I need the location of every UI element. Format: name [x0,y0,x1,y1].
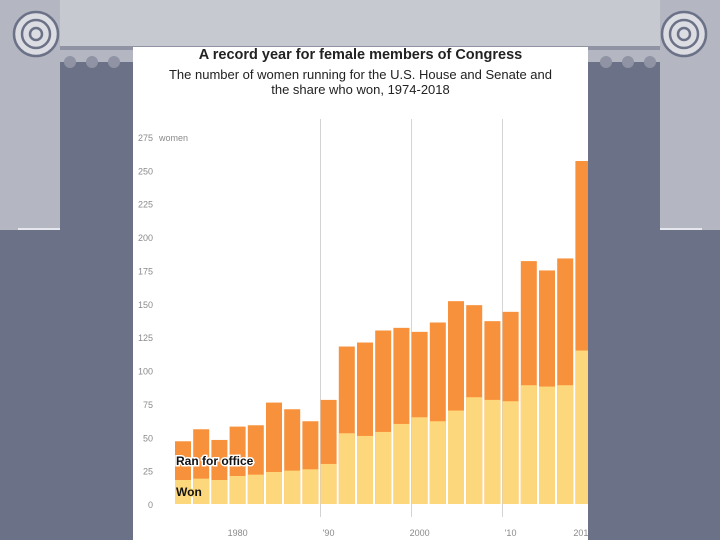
chart-subtitle: The number of women running for the U.S.… [143,67,578,97]
y-tick-label: 275 [138,133,153,143]
bar-won [448,410,464,504]
bar-won [284,470,301,504]
ionic-column-scroll-icon [660,10,708,58]
chart-title: A record year for female members of Cong… [198,47,523,63]
bar-won [193,478,210,504]
chart-subtitle-line: the share who won, 1974-2018 [271,82,450,97]
y-tick-label: 25 [143,467,153,477]
x-tick-label: '90 [323,528,335,538]
x-tick-label: '10 [505,528,517,538]
y-tick-label: 250 [138,166,153,176]
bar-won [211,479,228,504]
legend-won: Won [176,485,202,499]
bar-won [393,423,410,504]
y-tick-label: 75 [143,400,153,410]
bar-won [411,417,428,504]
y-tick-label: 125 [138,333,153,343]
bar-won [175,479,191,504]
bar-won [266,471,282,504]
bar-won [539,386,555,504]
stacked-bar-chart: 0 25 50 75 100 125 150 175 200 225 250 275 women 1980… [138,119,588,538]
y-tick-label: 0 [148,500,153,510]
legend-ran-for-office: Ran for office [176,454,254,468]
y-tick-label: 200 [138,233,153,243]
bar-won [357,435,373,504]
y-tick-label: 225 [138,200,153,210]
bar-won [247,474,264,504]
bar-won [375,431,392,504]
bar-won [557,385,574,504]
chart-subtitle-line: The number of women running for the U.S.… [168,67,552,82]
bar-won [520,385,537,504]
x-tick-label: 1980 [228,528,248,538]
bar-won [575,350,588,504]
bar-won [338,433,355,504]
ionic-column-scroll-icon [12,10,60,58]
bar-won [302,469,319,504]
y-tick-label: 175 [138,266,153,276]
bar-won [466,397,483,504]
bar-won [229,475,246,504]
bar-won [429,421,446,504]
x-tick-label: 2018 [573,528,588,538]
y-tick-label: 150 [138,300,153,310]
y-tick-label: 100 [138,367,153,377]
y-axis-label: women [158,133,188,143]
x-tick-label: 2000 [410,528,430,538]
chart-card: A record year for female members of Cong… [133,47,588,540]
bar-won [484,399,501,504]
bar-won [320,463,337,504]
bar-won [502,401,519,504]
y-tick-label: 50 [143,433,153,443]
